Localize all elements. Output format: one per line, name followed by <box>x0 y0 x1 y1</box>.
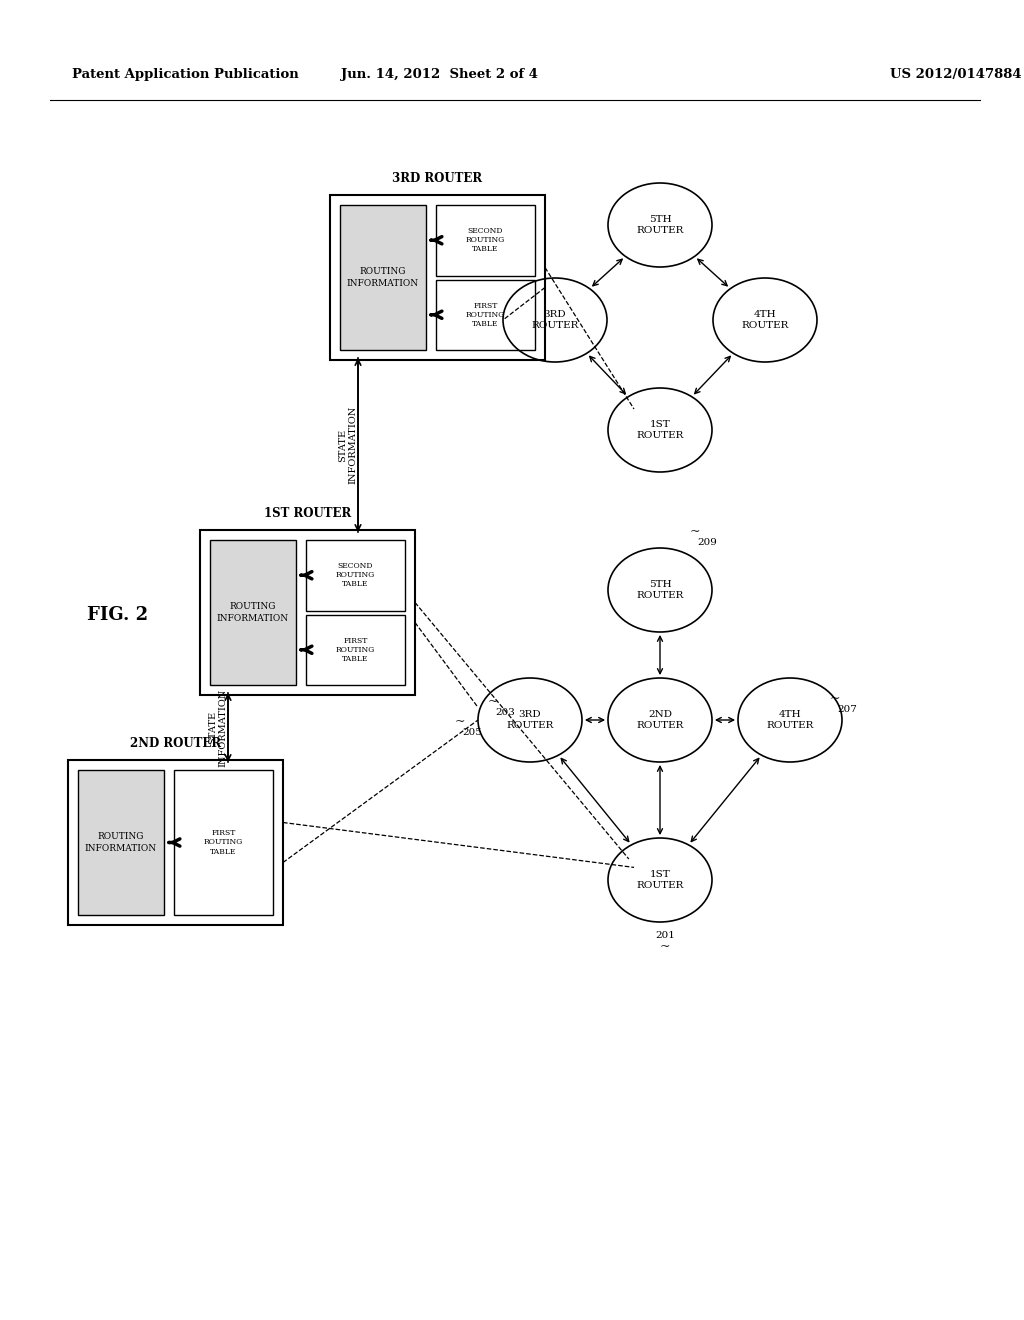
Bar <box>78 770 164 915</box>
Text: ~: ~ <box>690 525 700 539</box>
Text: 3RD ROUTER: 3RD ROUTER <box>392 172 482 185</box>
Text: ROUTING
INFORMATION: ROUTING INFORMATION <box>85 833 157 853</box>
Text: 209: 209 <box>697 539 717 546</box>
Text: FIRST
ROUTING
TABLE: FIRST ROUTING TABLE <box>204 829 243 855</box>
Text: 3RD
ROUTER: 3RD ROUTER <box>506 710 554 730</box>
Text: ~: ~ <box>488 696 499 708</box>
Text: 5TH
ROUTER: 5TH ROUTER <box>636 579 684 601</box>
Text: 205: 205 <box>462 729 482 737</box>
Bar <box>68 760 283 925</box>
Text: Patent Application Publication: Patent Application Publication <box>72 69 299 81</box>
Bar <box>306 540 406 610</box>
Text: STATE
INFORMATION: STATE INFORMATION <box>338 405 357 484</box>
Bar <box>436 205 535 276</box>
Text: FIRST
ROUTING
TABLE: FIRST ROUTING TABLE <box>336 636 375 663</box>
Bar <box>210 540 296 685</box>
Text: 4TH
ROUTER: 4TH ROUTER <box>741 310 788 330</box>
Text: 4TH
ROUTER: 4TH ROUTER <box>766 710 814 730</box>
Text: 2ND ROUTER: 2ND ROUTER <box>130 737 221 750</box>
Text: FIG. 2: FIG. 2 <box>87 606 148 624</box>
Text: ROUTING
INFORMATION: ROUTING INFORMATION <box>217 602 289 623</box>
Bar <box>200 531 415 696</box>
Text: Jun. 14, 2012  Sheet 2 of 4: Jun. 14, 2012 Sheet 2 of 4 <box>341 69 539 81</box>
Text: ROUTING
INFORMATION: ROUTING INFORMATION <box>347 268 419 288</box>
Text: 207: 207 <box>837 705 857 714</box>
Bar <box>306 615 406 685</box>
Text: ~: ~ <box>830 692 841 705</box>
Text: SECOND
ROUTING
TABLE: SECOND ROUTING TABLE <box>466 227 505 253</box>
Text: 1ST
ROUTER: 1ST ROUTER <box>636 870 684 890</box>
Text: 2ND
ROUTER: 2ND ROUTER <box>636 710 684 730</box>
Text: 3RD
ROUTER: 3RD ROUTER <box>531 310 579 330</box>
Bar <box>174 770 273 915</box>
Text: 1ST ROUTER: 1ST ROUTER <box>264 507 351 520</box>
Bar <box>436 280 535 350</box>
Text: ~: ~ <box>659 940 671 953</box>
Text: US 2012/0147884 A1: US 2012/0147884 A1 <box>890 69 1024 81</box>
Bar <box>340 205 426 350</box>
Text: STATE
INFORMATION: STATE INFORMATION <box>208 688 227 767</box>
Bar <box>330 195 545 360</box>
Text: 203: 203 <box>495 708 515 717</box>
Text: FIRST
ROUTING
TABLE: FIRST ROUTING TABLE <box>466 301 505 327</box>
Text: 201: 201 <box>655 931 675 940</box>
Text: ~: ~ <box>455 715 466 729</box>
Text: 5TH
ROUTER: 5TH ROUTER <box>636 215 684 235</box>
Text: SECOND
ROUTING
TABLE: SECOND ROUTING TABLE <box>336 562 375 589</box>
Text: 1ST
ROUTER: 1ST ROUTER <box>636 420 684 440</box>
